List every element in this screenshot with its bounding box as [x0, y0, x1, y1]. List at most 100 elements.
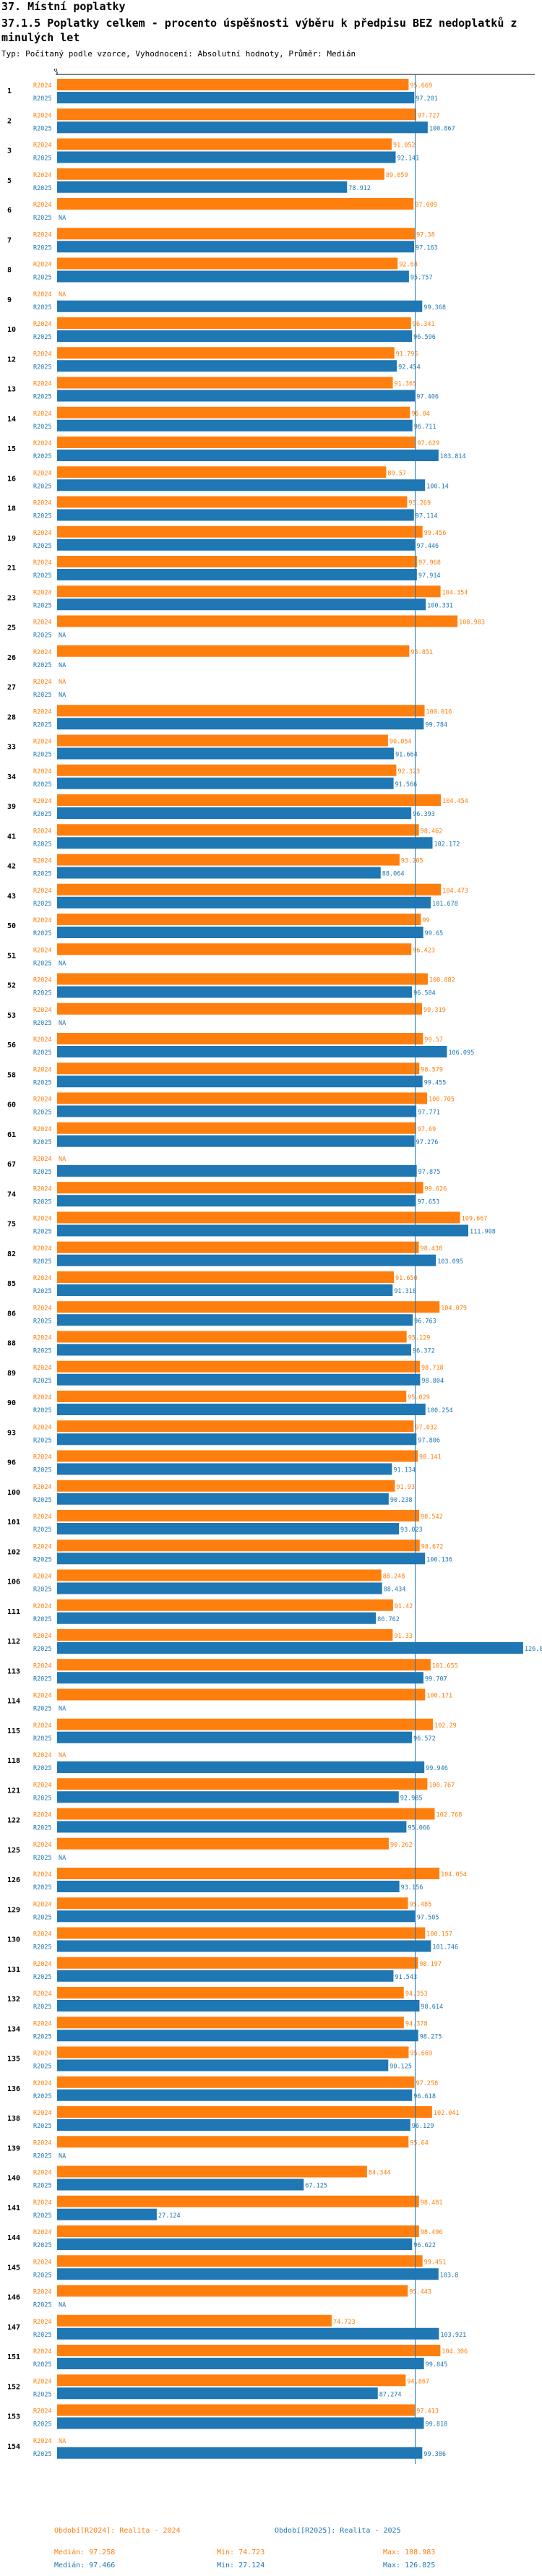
series-label-2024: R2024	[33, 1484, 52, 1491]
series-label-2025: R2025	[33, 2123, 52, 2130]
bar-2024	[57, 2314, 332, 2327]
series-label-2025: R2025	[33, 2391, 52, 2398]
bar-2025	[57, 896, 431, 909]
value-label-2024: 95.669	[410, 2051, 432, 2058]
bar-2024	[57, 1927, 426, 1939]
bar-2024	[57, 1360, 420, 1373]
row-id-label: 93	[7, 1429, 16, 1437]
bar-2025	[57, 360, 397, 372]
bar-2024	[57, 1271, 395, 1283]
series-label-2024: R2024	[33, 1931, 52, 1939]
bar-2024	[57, 883, 442, 896]
row-id-label: 15	[7, 445, 16, 453]
series-label-2024: R2024	[33, 1245, 52, 1253]
bar-2024	[57, 525, 423, 538]
series-label-2024: R2024	[33, 2139, 52, 2147]
bar-2024	[57, 2225, 419, 2237]
bar-2024	[57, 2017, 404, 2029]
bar-2024	[57, 645, 410, 657]
bar-2024	[57, 1837, 389, 1850]
series-label-2024: R2024	[33, 1424, 52, 1431]
series-label-2025: R2025	[33, 424, 52, 431]
row-id-label: 101	[7, 1519, 20, 1527]
bar-2024	[57, 2345, 441, 2356]
value-label-2025: 103.921	[440, 2332, 466, 2339]
row-id-label: 16	[7, 475, 16, 483]
value-label-2025: 78.912	[348, 185, 371, 192]
stat-2025-median: Medián: 97.466	[54, 2562, 116, 2569]
bar-2024	[57, 1569, 382, 1581]
bar-2024	[57, 1331, 407, 1343]
row-id-label: 141	[7, 2204, 20, 2212]
value-label-2025: NA	[59, 1855, 66, 1862]
bar-2025	[57, 270, 409, 283]
row-id-label: 106	[7, 1579, 20, 1587]
series-label-2025: R2025	[33, 1974, 52, 1981]
value-label-2024: 97.69	[418, 1126, 436, 1133]
value-label-2024: 101.655	[432, 1662, 458, 1670]
bar-2024	[57, 556, 418, 567]
bar-2025	[57, 2178, 304, 2191]
bar-2025	[57, 1672, 423, 1684]
row-id-label: 130	[7, 1936, 20, 1944]
series-label-2024: R2024	[33, 858, 52, 865]
bar-2025	[57, 1165, 417, 1177]
value-label-2024: 96.341	[413, 321, 435, 328]
value-label-2025: 96.393	[413, 811, 435, 818]
series-label-2024: R2024	[33, 2199, 52, 2207]
value-label-2025: 97.163	[416, 244, 438, 252]
bar-2024	[57, 1211, 460, 1224]
series-label-2025: R2025	[33, 1079, 52, 1086]
row-id-label: 52	[7, 982, 16, 990]
bar-2025	[57, 1254, 436, 1266]
row-id-label: 28	[7, 713, 16, 721]
series-label-2025: R2025	[33, 1825, 52, 1832]
series-label-2025: R2025	[33, 2183, 52, 2190]
bar-2025	[57, 1224, 469, 1237]
value-label-2025: 91.566	[395, 781, 418, 789]
row-id-label: 74	[7, 1190, 16, 1198]
series-label-2025: R2025	[33, 1855, 52, 1862]
series-label-2024: R2024	[33, 589, 52, 596]
value-label-2024: 89.57	[387, 470, 406, 477]
value-label-2024: 99.451	[424, 2259, 447, 2266]
value-label-2025: 103.095	[437, 1258, 463, 1266]
series-label-2024: R2024	[33, 500, 52, 507]
value-label-2025: 100.867	[429, 125, 455, 132]
row-id-label: 43	[7, 893, 16, 901]
series-label-2024: R2024	[33, 1603, 52, 1610]
bar-2025	[57, 1314, 413, 1326]
value-label-2025: NA	[59, 662, 66, 669]
series-label-2025: R2025	[33, 2361, 52, 2369]
row-id-label: 8	[7, 267, 12, 275]
bar-2025	[57, 1553, 426, 1565]
series-label-2024: R2024	[33, 1454, 52, 1461]
bar-2024	[57, 108, 416, 121]
bar-2025	[57, 538, 416, 551]
series-label-2024: R2024	[33, 440, 52, 447]
series-label-2025: R2025	[33, 2242, 52, 2249]
series-label-2024: R2024	[33, 679, 52, 686]
bar-2024	[57, 257, 398, 270]
value-label-2025: 100.136	[426, 1556, 452, 1563]
value-label-2024: 89.059	[386, 172, 408, 179]
value-label-2024: NA	[59, 1156, 66, 1163]
bar-2025	[57, 1881, 400, 1892]
bar-2025	[57, 1791, 399, 1803]
series-label-2025: R2025	[33, 304, 52, 312]
row-id-label: 114	[7, 1698, 20, 1706]
series-label-2024: R2024	[33, 1066, 52, 1073]
series-label-2025: R2025	[33, 1348, 52, 1355]
series-label-2025: R2025	[33, 1765, 52, 1772]
bar-2024	[57, 1033, 423, 1044]
bar-2024	[57, 1778, 428, 1790]
bar-chart: 0 1 R2024 95.669 R2025 97.201 2 R2024 97.727 R202…	[7, 69, 542, 2464]
value-label-2025: 99.784	[425, 721, 447, 729]
row-id-label: 42	[7, 863, 16, 871]
value-label-2024: 91.052	[393, 142, 416, 150]
bar-2025	[57, 1821, 407, 1833]
bar-2025	[57, 2208, 157, 2220]
value-label-2025: 103.814	[440, 453, 466, 460]
value-label-2024: 104.454	[442, 798, 468, 805]
bar-2025	[57, 390, 416, 402]
